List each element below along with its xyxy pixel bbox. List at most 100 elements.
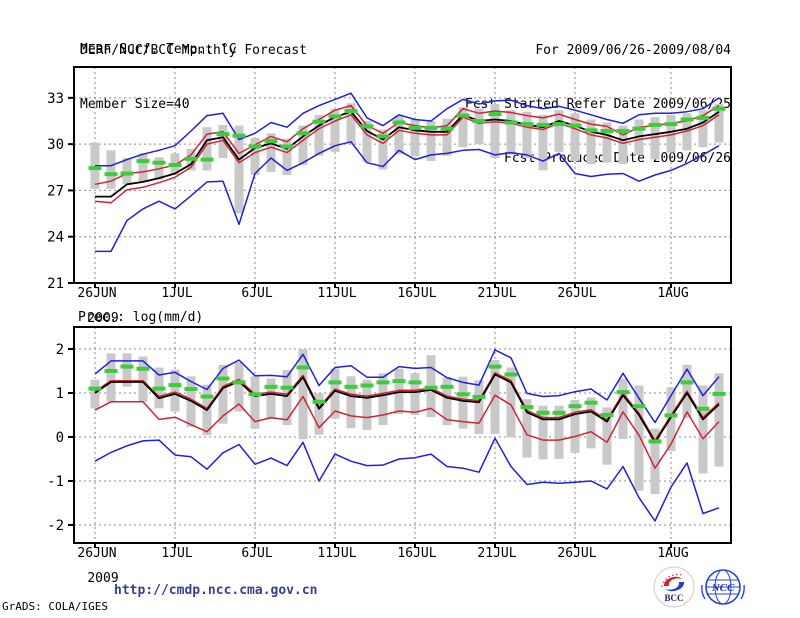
green-dash-marker (520, 405, 534, 410)
green-dash-marker (392, 379, 406, 384)
series-ensemble-min (95, 141, 720, 253)
spread-bar (250, 138, 260, 175)
green-dash-marker (296, 365, 310, 370)
spread-bar (250, 376, 260, 429)
spread-bar (714, 104, 724, 143)
y-tick-label: 21 (47, 276, 64, 292)
green-dash-marker (424, 385, 438, 390)
green-dash-marker (712, 391, 726, 396)
spread-bar (378, 129, 388, 170)
spread-bar (234, 362, 244, 412)
green-dash-marker (664, 122, 678, 127)
series-ensemble-max (94, 349, 720, 424)
green-dash-marker (520, 122, 534, 127)
spread-bar (650, 117, 660, 160)
green-dash-marker (136, 159, 150, 164)
spread-bar (554, 405, 564, 459)
x-tick-label: 26JUL (557, 546, 596, 561)
series-ensemble-mean (95, 110, 720, 198)
green-dash-marker (152, 386, 166, 391)
source-url: http://cmdp.ncc.cma.gov.cn (114, 583, 318, 598)
series-upper-quartile (94, 104, 720, 186)
x-tick-label: 16JUL (397, 546, 436, 561)
x-tick-label: 11JUL (317, 546, 356, 561)
green-dash-marker (344, 109, 358, 113)
spread-bar (314, 393, 324, 435)
spread-bar (698, 385, 708, 474)
green-dash-marker (472, 119, 486, 123)
precipitation-chart-title: Prec.: log(mm/d) (78, 310, 204, 325)
green-dash-marker (200, 157, 214, 162)
green-dash-marker (456, 113, 470, 118)
spread-bar (138, 153, 148, 182)
green-dash-marker (408, 125, 422, 130)
spread-bar (650, 428, 660, 495)
x-tick-label: 1JUL (161, 286, 192, 301)
spread-bar (666, 114, 676, 153)
series-lower-quartile (94, 114, 720, 204)
green-dash-marker (584, 128, 598, 133)
green-dash-marker (552, 410, 566, 415)
green-dash-marker (392, 120, 406, 125)
spread-bar (298, 125, 308, 165)
green-dash-marker (248, 392, 262, 397)
y-tick-label: 0 (56, 430, 64, 446)
spread-bar (138, 356, 148, 402)
spread-bar (458, 107, 468, 148)
series-ensemble-max (95, 92, 720, 167)
spread-bar (266, 378, 276, 419)
temperature-chart-title: Mean Surf. Temp.: °C (80, 42, 237, 57)
green-dash-marker (184, 387, 198, 391)
spread-bar (346, 376, 356, 429)
spread-bar (474, 108, 484, 145)
member-size-label: Member Size=40 (80, 97, 190, 112)
spread-bar (666, 387, 676, 452)
green-dash-marker (216, 376, 230, 381)
green-dash-marker (344, 384, 358, 389)
spread-bar (490, 360, 500, 434)
x-tick-label: 1AUG (657, 286, 688, 301)
series-lower-quartile (94, 394, 720, 469)
spread-bar (282, 138, 292, 175)
green-dash-marker (680, 380, 694, 385)
precipitation-chart: -2 -1 0 1 2 26JUN 2009 1JUL 6JUL 11JUL 16JUL 21JUL 2… (47, 326, 732, 586)
green-dash-marker (584, 400, 598, 405)
green-dash-marker (632, 404, 646, 409)
spread-bar (394, 115, 404, 155)
spread-bar (362, 379, 372, 430)
green-dash-marker (568, 404, 582, 409)
spread-bar (442, 118, 452, 156)
spread-bar (106, 150, 116, 189)
green-dash-marker (328, 380, 342, 385)
spread-bar (106, 353, 116, 402)
spread-bar (282, 370, 292, 426)
green-dash-marker (488, 364, 502, 369)
green-dash-marker (168, 163, 182, 167)
ncc-logo-text: NCC (711, 582, 735, 594)
x-tick-label: 21JUL (477, 286, 516, 301)
series-ensemble-min (94, 437, 720, 522)
green-dash-marker (296, 131, 310, 136)
x-axis-year-label: 2009 (87, 571, 118, 586)
green-dash-marker (664, 413, 678, 418)
green-dash-marker (88, 166, 102, 171)
spread-bar (122, 158, 132, 185)
spread-bar (378, 373, 388, 426)
green-dash-marker (440, 384, 454, 389)
green-dash-marker (472, 394, 486, 399)
spread-bar (714, 373, 724, 467)
spread-bar (330, 368, 340, 419)
page-title: DERF/NCC/BCC Monthly Forecast (80, 43, 307, 58)
spread-bar (682, 113, 692, 151)
green-dash-marker (312, 399, 326, 404)
green-dash-marker (168, 383, 182, 388)
spread-bar (90, 379, 100, 409)
green-dash-marker (632, 126, 646, 131)
green-dash-marker (136, 366, 150, 371)
x-tick-label: 26JUN (77, 286, 116, 301)
spread-bar (170, 369, 180, 412)
spread-bar (538, 405, 548, 460)
spread-bar (234, 125, 244, 214)
green-dash-marker (104, 369, 118, 373)
